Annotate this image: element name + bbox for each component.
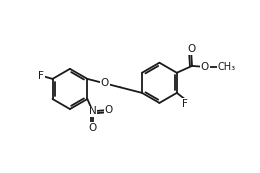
Text: F: F (182, 99, 188, 109)
Text: O: O (101, 78, 109, 88)
Text: O: O (89, 123, 97, 133)
Text: N: N (89, 106, 97, 116)
Text: CH₃: CH₃ (218, 62, 236, 72)
Text: O: O (105, 105, 113, 115)
Text: F: F (38, 71, 44, 81)
Text: O: O (201, 62, 209, 72)
Text: O: O (187, 44, 196, 54)
